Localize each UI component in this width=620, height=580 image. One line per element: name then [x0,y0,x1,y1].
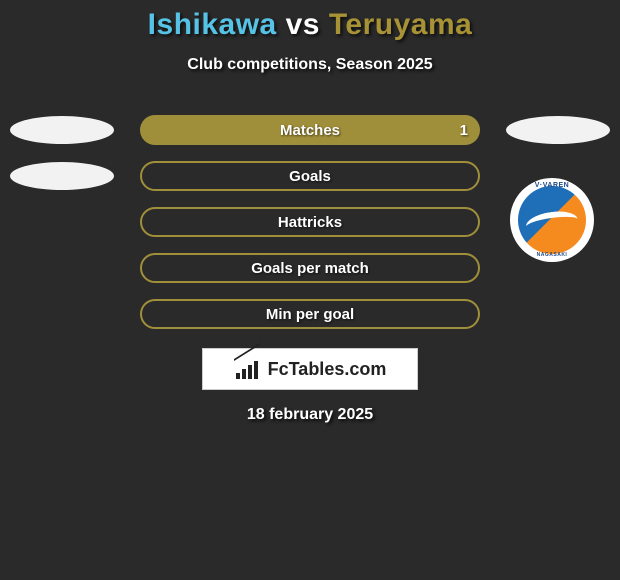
right-ellipse [506,116,610,144]
stat-label: Goals per match [251,260,369,277]
left-ellipse [10,116,114,144]
stat-label: Matches [280,122,340,139]
chart-icon [234,359,262,379]
stat-label: Hattricks [278,214,342,231]
brand-text: FcTables.com [268,359,387,380]
team-crest: V·VAREN NAGASAKI [510,178,594,262]
stat-pill: Goals [140,161,480,191]
stat-pill: Min per goal [140,299,480,329]
crest-swoosh-icon [525,208,580,237]
subtitle: Club competitions, Season 2025 [0,56,620,74]
stat-row: Min per goal [0,298,620,330]
title-player-right: Teruyama [329,8,473,41]
stat-pill: Matches 1 [140,115,480,145]
stat-label: Goals [289,168,331,185]
crest-text-top: V·VAREN [535,182,569,189]
left-ellipse [10,162,114,190]
title-vs: vs [286,8,320,41]
crest-text-bottom: NAGASAKI [537,252,568,258]
stat-row: Matches 1 [0,114,620,146]
stat-row: Goals per match [0,252,620,284]
page-title: Ishikawa vs Teruyama [0,8,620,42]
stat-pill: Hattricks [140,207,480,237]
brand-box[interactable]: FcTables.com [202,348,418,390]
date-text: 18 february 2025 [0,406,620,424]
crest-inner [518,186,586,254]
stat-label: Min per goal [266,306,354,323]
stat-value-right: 1 [460,122,468,139]
stat-pill: Goals per match [140,253,480,283]
title-player-left: Ishikawa [148,8,277,41]
